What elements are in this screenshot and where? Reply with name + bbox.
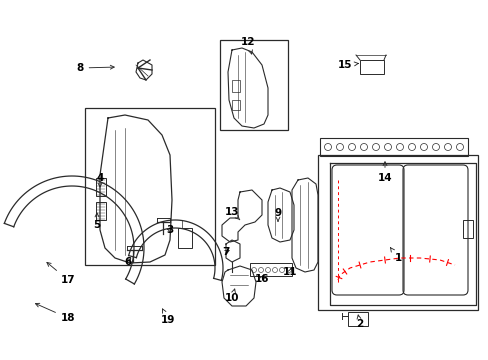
Text: 14: 14 (377, 162, 391, 183)
Text: 16: 16 (254, 274, 269, 284)
Bar (231, 80, 240, 92)
Text: 2: 2 (356, 315, 363, 329)
Bar (317, 155, 477, 310)
Text: 1: 1 (390, 248, 401, 263)
Text: 3: 3 (166, 225, 173, 235)
Text: 4: 4 (96, 173, 103, 187)
Text: 13: 13 (224, 207, 239, 220)
Bar (319, 138, 467, 156)
Bar (96, 202, 106, 220)
Bar (359, 60, 383, 74)
Text: 12: 12 (240, 37, 255, 54)
Bar (178, 228, 192, 248)
Text: 11: 11 (282, 267, 297, 277)
Text: 8: 8 (76, 63, 114, 73)
Bar (249, 263, 291, 276)
Bar (85, 108, 215, 265)
Bar (96, 178, 106, 196)
Text: 7: 7 (222, 247, 229, 257)
Text: 15: 15 (337, 60, 358, 70)
Text: 18: 18 (36, 303, 75, 323)
Text: 9: 9 (274, 208, 281, 221)
Bar (347, 312, 367, 326)
Text: 10: 10 (224, 289, 239, 303)
Text: 5: 5 (93, 213, 101, 230)
Bar (231, 100, 240, 110)
Text: 6: 6 (124, 257, 131, 267)
Bar (462, 220, 472, 238)
Bar (220, 40, 287, 130)
Text: 19: 19 (161, 309, 175, 325)
Text: 17: 17 (47, 262, 75, 285)
